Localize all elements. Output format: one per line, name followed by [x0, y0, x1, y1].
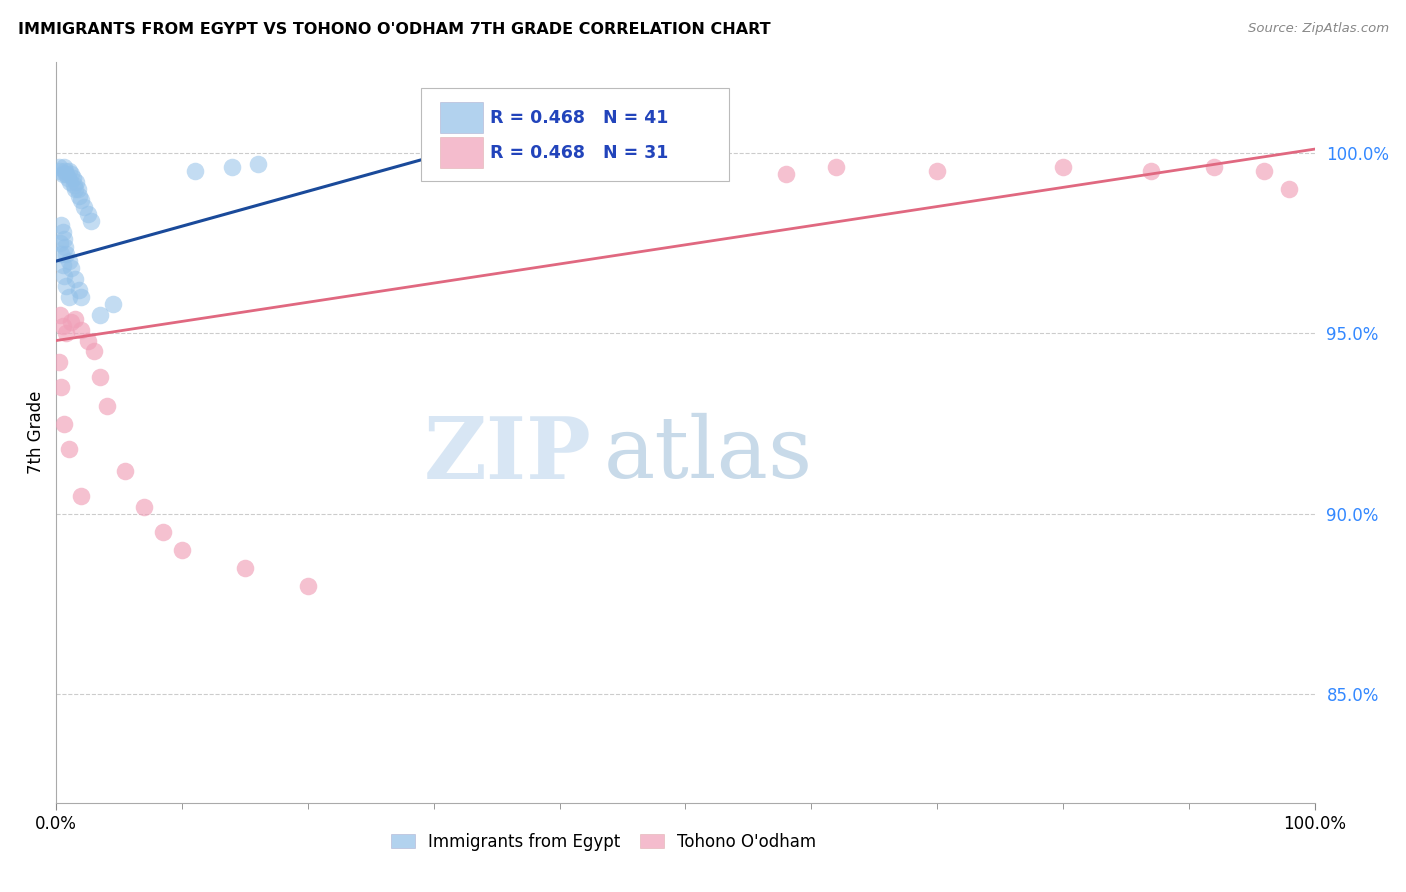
Point: [48, 355, 70, 369]
Point: [55, 247, 77, 261]
Point: [70, 290, 93, 304]
Point: [49, 308, 72, 322]
Point: [76, 334, 98, 348]
Point: [1140, 163, 1163, 178]
Point: [60, 261, 83, 276]
Point: [172, 543, 194, 558]
Text: atlas: atlas: [603, 413, 813, 497]
Point: [66, 182, 89, 196]
Text: ZIP: ZIP: [423, 413, 591, 497]
FancyBboxPatch shape: [422, 88, 730, 181]
Point: [51, 218, 73, 232]
Point: [297, 579, 319, 593]
Point: [70, 489, 93, 503]
Point: [80, 214, 103, 228]
Point: [1202, 160, 1225, 174]
Point: [70, 193, 93, 207]
Point: [73, 200, 96, 214]
Point: [96, 399, 118, 413]
Text: Source: ZipAtlas.com: Source: ZipAtlas.com: [1249, 22, 1389, 36]
Point: [49, 235, 72, 250]
Point: [65, 175, 87, 189]
Point: [67, 189, 90, 203]
Point: [89, 369, 111, 384]
Point: [55, 168, 77, 182]
Point: [1052, 160, 1074, 174]
Y-axis label: 7th Grade: 7th Grade: [27, 391, 45, 475]
Point: [114, 464, 136, 478]
Text: IMMIGRANTS FROM EGYPT VS TOHONO O'ODHAM 7TH GRADE CORRELATION CHART: IMMIGRANTS FROM EGYPT VS TOHONO O'ODHAM …: [18, 22, 770, 37]
Point: [58, 254, 80, 268]
Point: [183, 163, 205, 178]
Point: [48, 160, 70, 174]
Point: [775, 168, 797, 182]
Point: [55, 326, 77, 341]
Point: [60, 316, 83, 330]
Point: [76, 207, 98, 221]
Point: [51, 319, 73, 334]
Point: [52, 160, 75, 174]
Point: [927, 163, 949, 178]
Point: [51, 168, 73, 182]
Point: [63, 272, 86, 286]
Point: [63, 182, 86, 196]
Point: [58, 163, 80, 178]
Text: R = 0.468   N = 41: R = 0.468 N = 41: [491, 109, 669, 127]
Legend: Immigrants from Egypt, Tohono O'odham: Immigrants from Egypt, Tohono O'odham: [385, 826, 823, 857]
Point: [221, 160, 243, 174]
Point: [423, 160, 446, 174]
Point: [49, 163, 72, 178]
Point: [51, 258, 73, 272]
Point: [70, 323, 93, 337]
Point: [63, 178, 86, 193]
Point: [60, 168, 83, 182]
Point: [246, 156, 269, 170]
Point: [1278, 182, 1301, 196]
FancyBboxPatch shape: [440, 137, 482, 168]
Point: [89, 308, 111, 322]
Point: [52, 232, 75, 246]
Point: [56, 171, 79, 186]
Point: [55, 279, 77, 293]
Point: [233, 561, 256, 575]
Point: [67, 283, 90, 297]
Point: [83, 344, 105, 359]
FancyBboxPatch shape: [440, 103, 482, 133]
Point: [51, 225, 73, 239]
Point: [58, 442, 80, 456]
Point: [52, 268, 75, 283]
Point: [134, 500, 156, 514]
Point: [101, 297, 124, 311]
Point: [58, 290, 80, 304]
Point: [548, 163, 571, 178]
Point: [1253, 163, 1275, 178]
Point: [51, 247, 73, 261]
Point: [825, 160, 848, 174]
Point: [63, 311, 86, 326]
Point: [62, 171, 84, 186]
Point: [51, 380, 73, 394]
Point: [53, 239, 76, 253]
Point: [52, 417, 75, 431]
Text: R = 0.468   N = 31: R = 0.468 N = 31: [491, 144, 669, 161]
Point: [53, 163, 76, 178]
Point: [59, 175, 82, 189]
Point: [152, 524, 174, 539]
